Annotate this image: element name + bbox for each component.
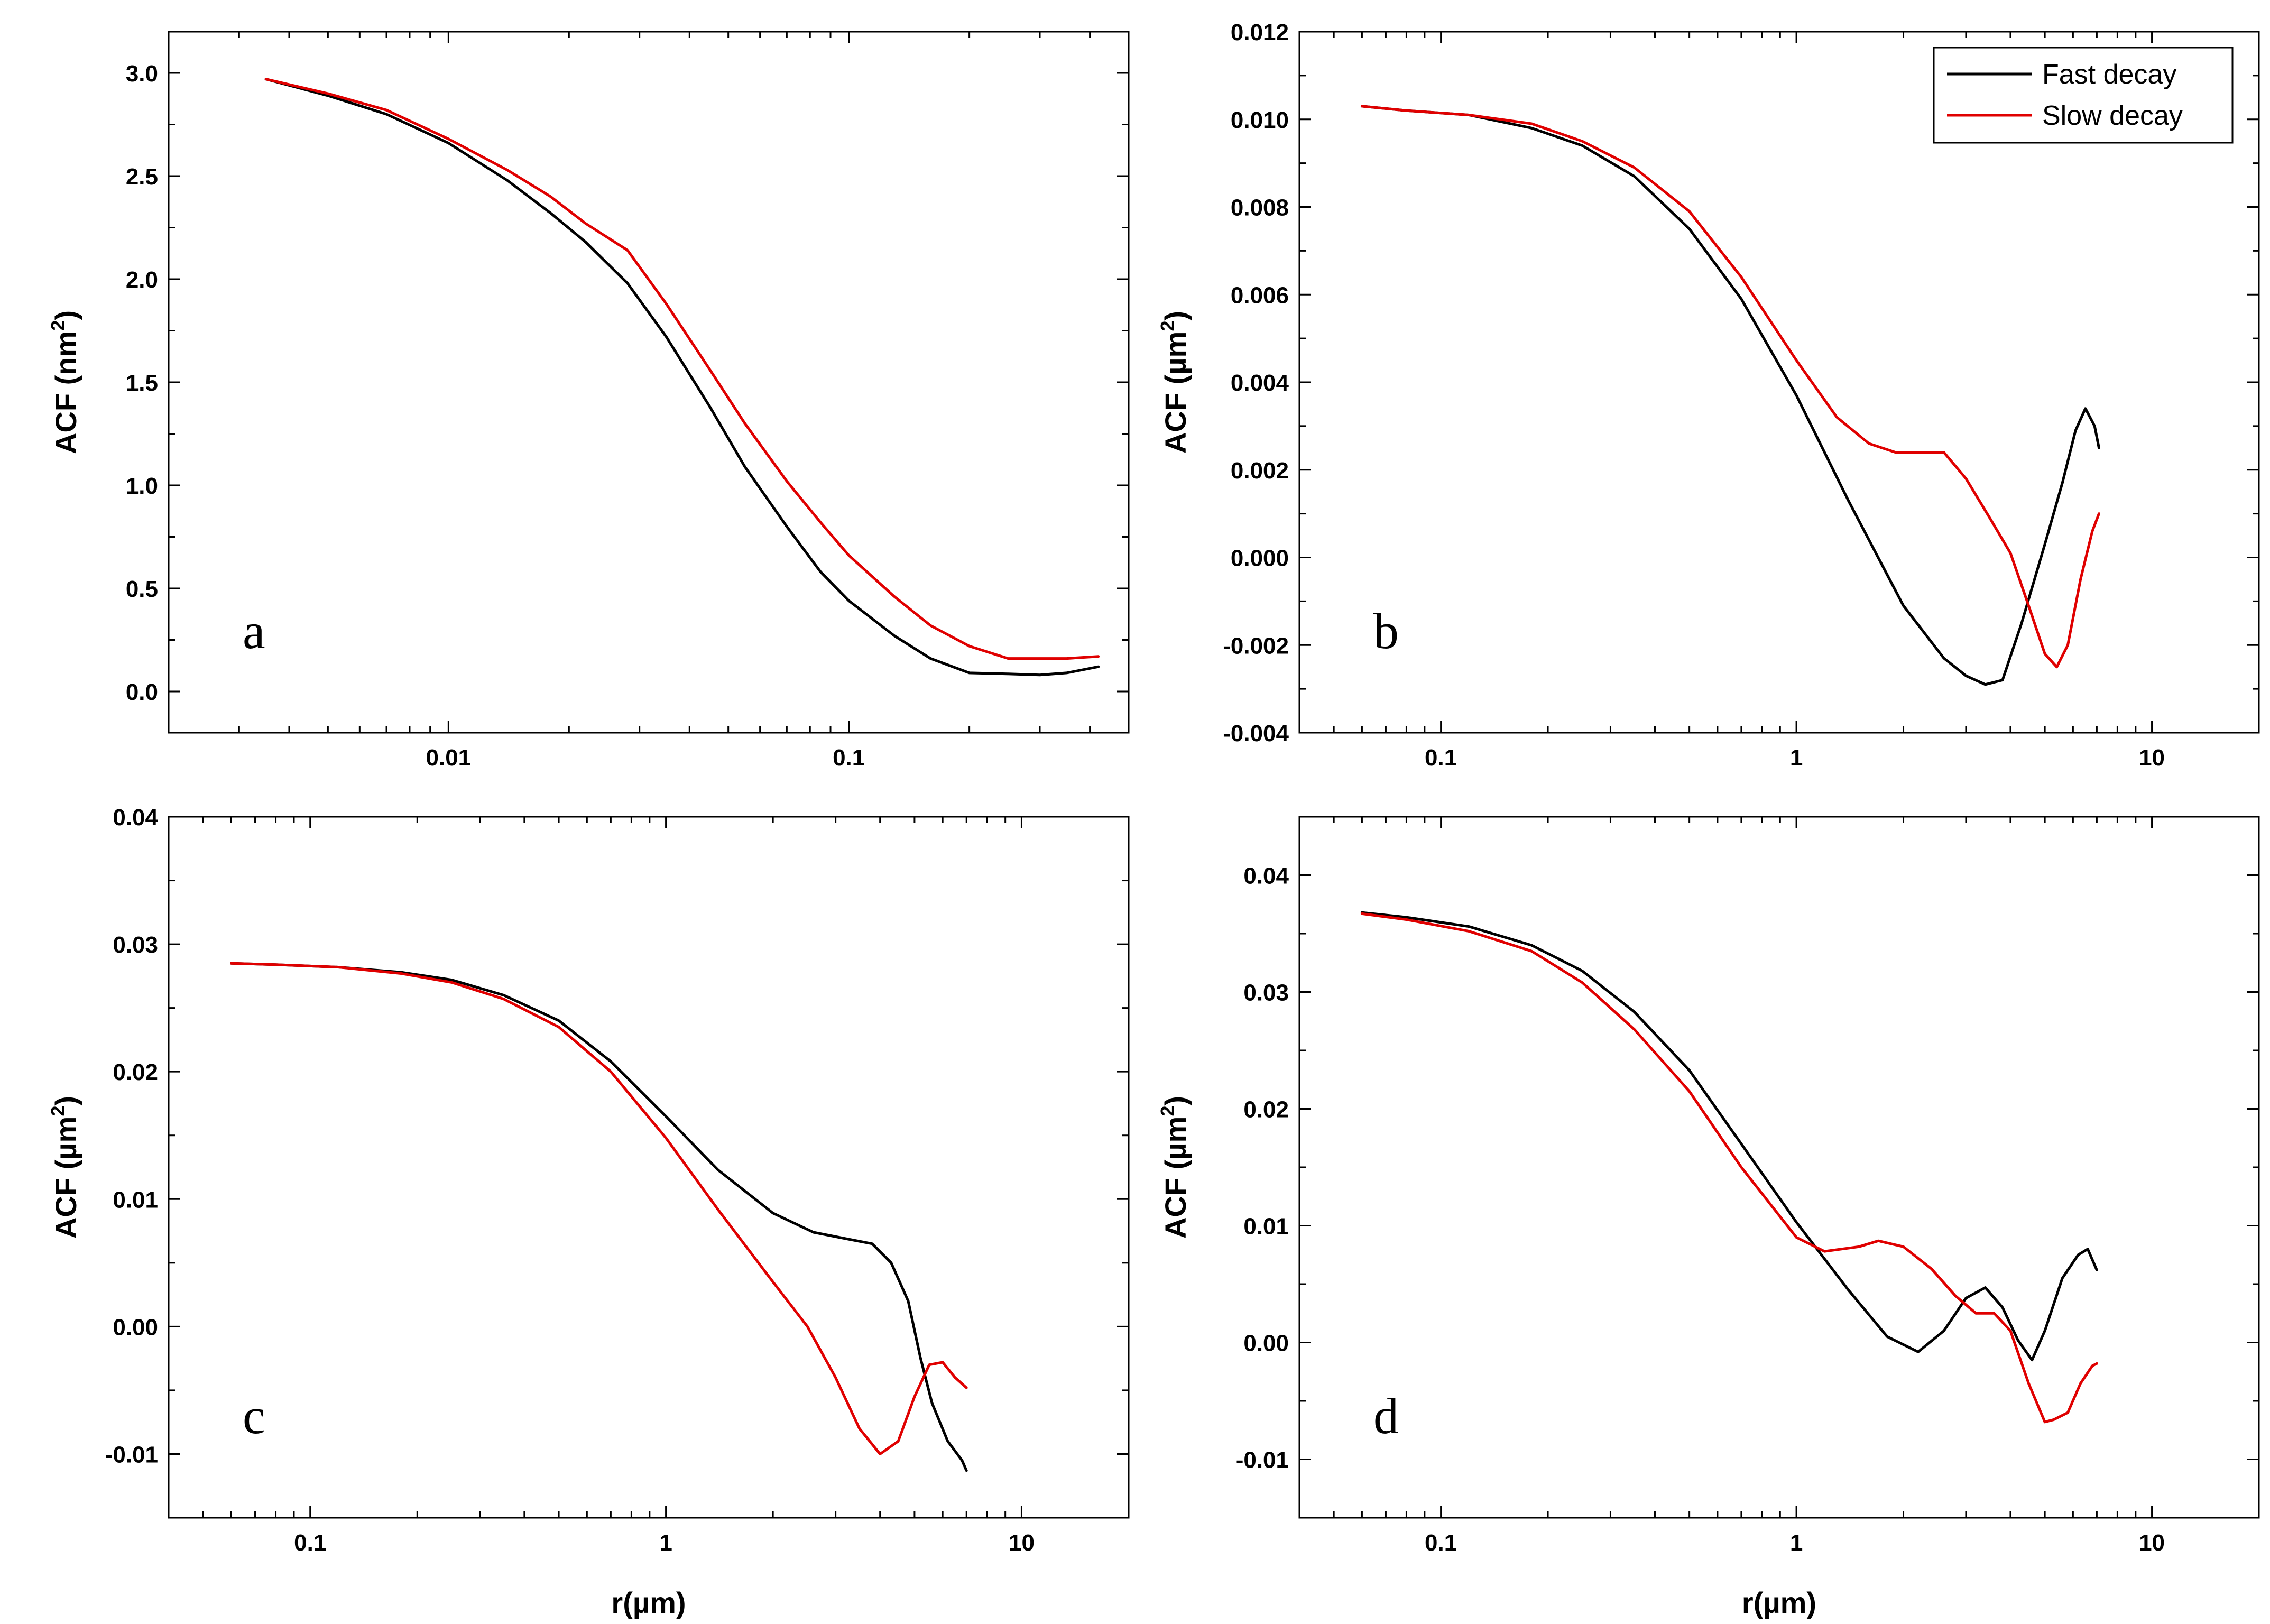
y-tick-label: 0.0 [126, 679, 158, 705]
x-tick-label: 10 [1009, 1530, 1035, 1556]
x-tick-label: 0.01 [426, 745, 472, 771]
series-line-slow-decay [230, 962, 968, 1455]
y-axis-title: ACF (nm2) [47, 310, 82, 454]
y-tick-label: 0.04 [1243, 863, 1289, 889]
legend-entry: Slow decay [2042, 100, 2183, 131]
y-tick-label: 0.04 [113, 805, 158, 831]
x-tick-label: 0.1 [1425, 1530, 1457, 1556]
series-line-fast-decay [230, 962, 968, 1472]
x-axis-title: r(µm) [1742, 1586, 1816, 1619]
panel-b: 0.1 1 10 -0.004 -0.002 0.000 0.002 0.004 0.006 0.… [1157, 20, 2260, 771]
panel-letter: b [1373, 603, 1399, 659]
y-tick-label: 0.010 [1231, 107, 1289, 133]
panel-d: 0.1 1 10 -0.01 0.00 0.01 0.02 0.03 0.04 ACF (µm2)… [1157, 816, 2260, 1619]
y-tick-label: -0.002 [1223, 633, 1289, 659]
x-tick-label: 10 [2139, 1530, 2165, 1556]
y-tick-label: 1.0 [126, 473, 158, 499]
y-tick-label: 0.03 [113, 932, 158, 958]
x-tick-label: 1 [659, 1530, 672, 1556]
y-axis-title: ACF (µm2) [1157, 311, 1192, 454]
y-tick-label: -0.01 [1236, 1447, 1289, 1473]
panel-letter: d [1373, 1388, 1399, 1444]
y-tick-label: -0.004 [1223, 721, 1289, 746]
panel-letter: a [243, 603, 265, 659]
x-tick-label: 0.1 [833, 745, 865, 771]
plot-frame [168, 816, 1130, 1519]
y-tick-label: 0.000 [1231, 546, 1289, 571]
legend-entry: Fast decay [2042, 59, 2176, 90]
series-line-slow-decay [1360, 105, 2100, 669]
panel-c: 0.1 1 10 -0.01 0.00 0.01 0.02 0.03 0.04 ACF (µm2)… [47, 805, 1130, 1619]
series-line-fast-decay [1360, 105, 2100, 686]
x-tick-label: 1 [1790, 745, 1803, 771]
series-line-slow-decay [1360, 912, 2098, 1424]
legend: Fast decay Slow decay [1933, 47, 2234, 144]
series-line-fast-decay [1360, 911, 2098, 1362]
y-tick-label: 0.012 [1231, 20, 1289, 45]
legend-box [1933, 47, 2234, 144]
y-tick-label: 0.00 [113, 1314, 158, 1340]
x-tick-label: 0.1 [1425, 745, 1457, 771]
x-tick-label: 0.1 [294, 1530, 326, 1556]
y-tick-label: -0.01 [105, 1442, 158, 1468]
y-tick-label: 0.008 [1231, 195, 1289, 221]
series-line-slow-decay [264, 78, 1100, 660]
y-axis-title: ACF (µm2) [1157, 1096, 1192, 1239]
y-tick-label: 3.0 [126, 61, 158, 87]
y-tick-label: 0.006 [1231, 282, 1289, 308]
x-tick-label: 1 [1790, 1530, 1803, 1556]
plot-frame [168, 31, 1130, 734]
panel-a: 0.01 0.1 0.0 0.5 1.0 1.5 2.0 2.5 3.0 ACF (nm2) a [47, 31, 1130, 771]
y-axis-title: ACF (µm2) [47, 1096, 82, 1239]
y-tick-label: 0.002 [1231, 458, 1289, 484]
series-line-fast-decay [264, 78, 1100, 677]
x-axis-title: r(µm) [611, 1586, 686, 1619]
y-tick-label: 0.03 [1243, 980, 1289, 1006]
y-tick-label: 0.00 [1243, 1331, 1289, 1357]
y-tick-label: 0.01 [1243, 1214, 1289, 1240]
x-tick-label: 10 [2139, 745, 2165, 771]
y-tick-label: 0.5 [126, 576, 158, 602]
y-tick-label: 0.02 [113, 1059, 158, 1085]
y-tick-label: 2.0 [126, 267, 158, 293]
y-tick-label: 0.02 [1243, 1097, 1289, 1123]
y-tick-label: 1.5 [126, 370, 158, 396]
panel-letter: c [243, 1388, 265, 1444]
y-tick-label: 2.5 [126, 164, 158, 190]
y-tick-label: 0.01 [113, 1187, 158, 1213]
y-tick-label: 0.004 [1231, 370, 1289, 396]
